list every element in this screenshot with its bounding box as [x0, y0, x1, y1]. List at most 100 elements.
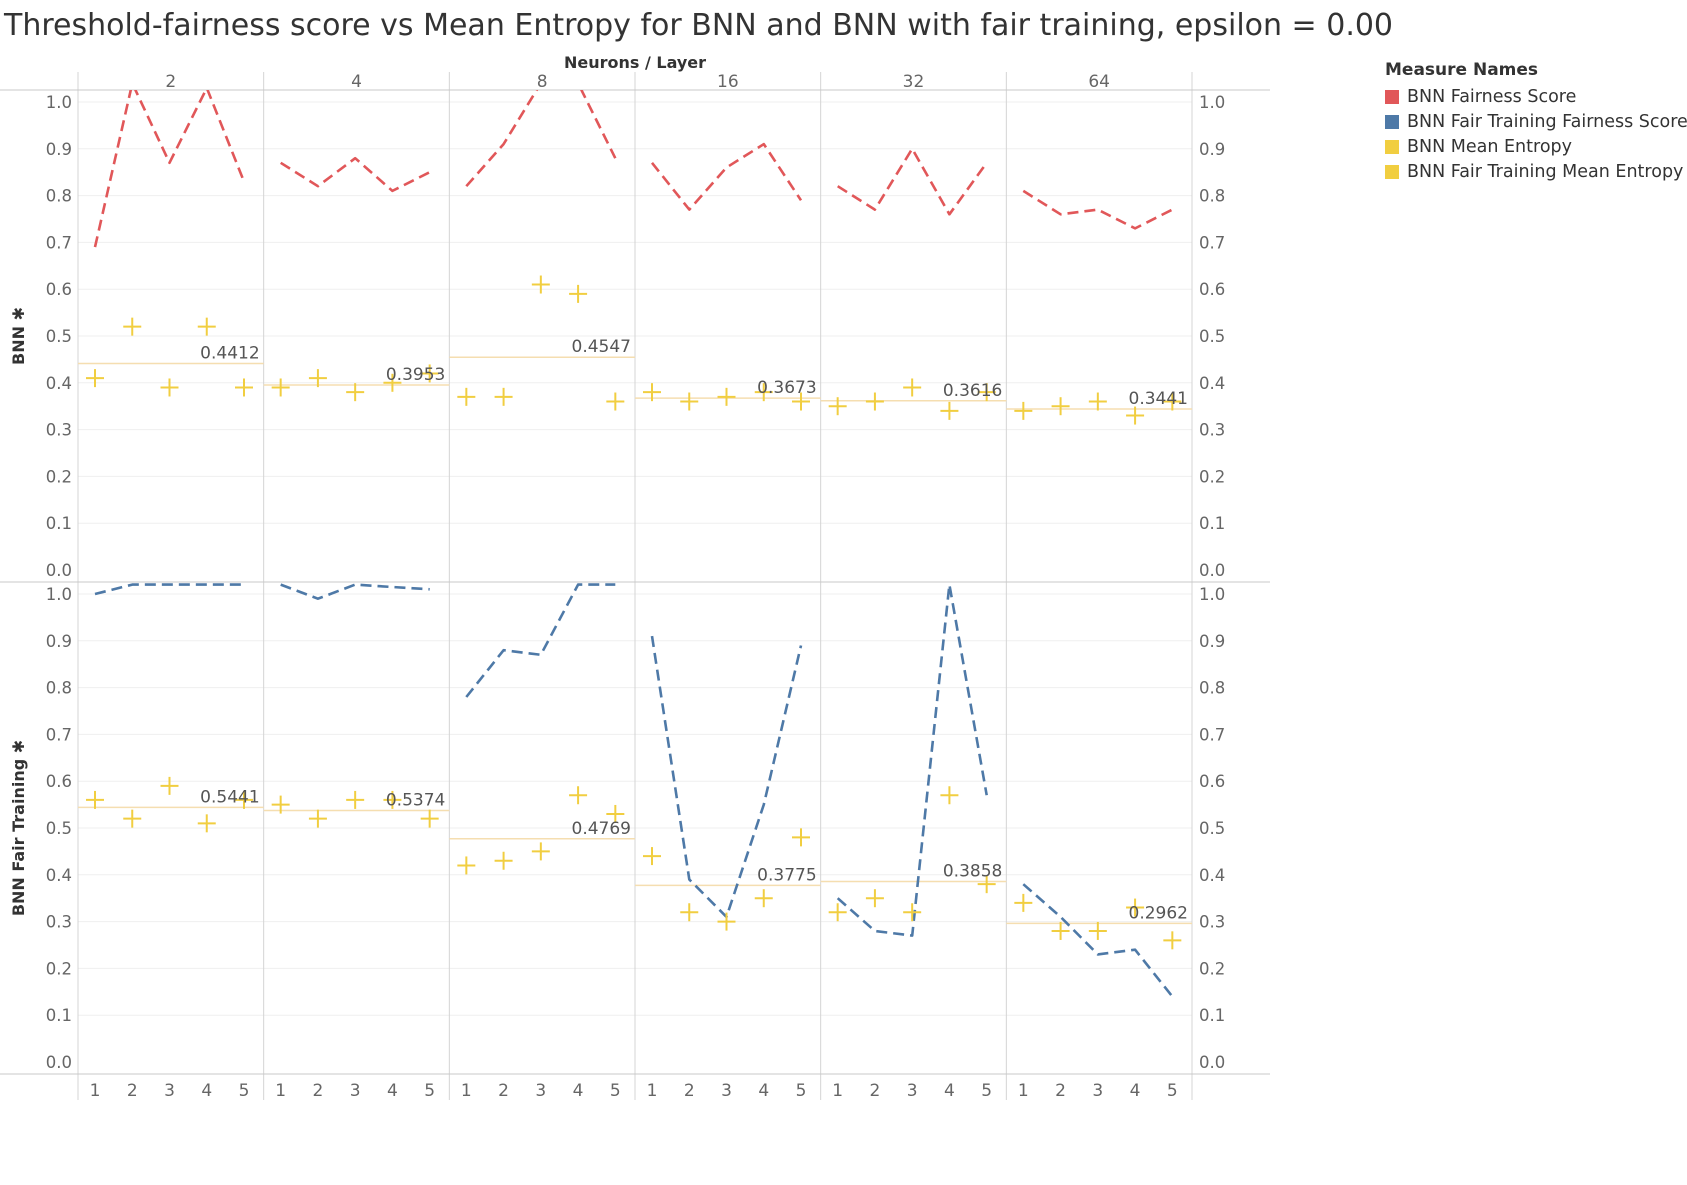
x-tick-label: 5 [981, 1081, 992, 1101]
x-tick-label: 1 [275, 1081, 286, 1101]
x-tick-label: 4 [1130, 1081, 1141, 1101]
x-tick-label: 3 [164, 1081, 175, 1101]
legend-label: BNN Mean Entropy [1407, 136, 1572, 157]
reference-label: 0.3441 [1129, 389, 1188, 409]
y-tick-label: 0.4 [46, 374, 72, 393]
fairness-line [94, 583, 244, 596]
x-tick-label: 3 [1092, 1081, 1103, 1101]
y-tick-label: 0.0 [46, 1053, 72, 1072]
reference-label: 0.5374 [386, 790, 445, 810]
column-header-label: 16 [717, 72, 739, 92]
x-tick-label: 1 [90, 1081, 101, 1101]
fairness-line [1022, 883, 1174, 998]
x-tick-label: 1 [461, 1081, 472, 1101]
y-tick-label-right: 0.7 [1199, 233, 1225, 252]
legend: Measure Names BNN Fairness Score BNN Fai… [1385, 60, 1687, 184]
x-tick-label: 3 [535, 1081, 546, 1101]
x-tick-label: 1 [1018, 1081, 1029, 1101]
y-tick-label-right: 0.8 [1199, 679, 1225, 698]
panel-1-4 [820, 583, 1007, 937]
reference-label: 0.2962 [1129, 903, 1188, 923]
reference-label: 0.4547 [572, 337, 631, 357]
x-tick-label: 4 [573, 1081, 584, 1101]
y-tick-label: 0.5 [46, 819, 72, 838]
x-tick-label: 2 [127, 1081, 138, 1101]
column-header-label: 2 [165, 72, 176, 92]
reference-label: 0.4412 [200, 344, 259, 364]
legend-label: BNN Fair Training Mean Entropy [1407, 161, 1684, 182]
x-tick-label: 5 [1167, 1081, 1178, 1101]
legend-swatch [1385, 164, 1399, 179]
y-tick-label-right: 0.5 [1199, 327, 1225, 346]
legend-item-fair-training-fairness[interactable]: BNN Fair Training Fairness Score [1385, 109, 1687, 134]
x-tick-label: 2 [498, 1081, 509, 1101]
reference-label: 0.4769 [572, 819, 631, 839]
x-tick-label: 4 [758, 1081, 769, 1101]
y-tick-label-right: 0.0 [1199, 1053, 1225, 1072]
y-tick-label: 0.7 [46, 725, 72, 744]
reference-label: 0.3673 [757, 378, 816, 398]
y-tick-label-right: 0.6 [1199, 280, 1225, 299]
x-tick-label: 2 [313, 1081, 324, 1101]
panel-0-4 [820, 147, 1007, 420]
x-tick-label: 1 [647, 1081, 658, 1101]
y-tick-label: 0.5 [46, 327, 72, 346]
fairness-line [93, 90, 246, 248]
panel-0-2 [449, 90, 635, 411]
legend-item-fair-training-entropy[interactable]: BNN Fair Training Mean Entropy [1385, 159, 1687, 184]
legend-swatch [1385, 114, 1399, 129]
reference-label: 0.3953 [386, 365, 445, 385]
y-tick-label-right: 0.1 [1199, 514, 1225, 533]
y-tick-label: 1.0 [46, 93, 72, 112]
y-tick-label-right: 0.4 [1199, 374, 1225, 393]
y-tick-label-right: 0.9 [1199, 140, 1225, 159]
y-tick-label: 0.7 [46, 233, 72, 252]
panel-0-1 [263, 156, 450, 402]
x-tick-label: 4 [944, 1081, 955, 1101]
y-tick-label: 0.8 [46, 187, 72, 206]
fairness-line [465, 583, 616, 698]
panel-1-3 [635, 635, 821, 931]
fairness-line [280, 156, 431, 193]
column-header-label: 8 [537, 72, 548, 92]
y-tick-label: 0.3 [46, 421, 72, 440]
y-tick-label: 0.3 [46, 913, 72, 932]
x-tick-label: 4 [387, 1081, 398, 1101]
legend-item-bnn-entropy[interactable]: BNN Mean Entropy [1385, 134, 1687, 159]
x-tick-label: 5 [796, 1081, 807, 1101]
fairness-line [280, 583, 430, 601]
column-header-title: Neurons / Layer [564, 53, 706, 72]
x-tick-label: 3 [721, 1081, 732, 1101]
x-tick-label: 5 [239, 1081, 250, 1101]
y-tick-label-right: 0.0 [1199, 561, 1225, 580]
x-tick-label: 3 [907, 1081, 918, 1101]
row-header-label: BNN Fair Training ✱ [9, 740, 28, 916]
panel-1-0 [78, 583, 264, 833]
y-tick-label-right: 0.3 [1199, 913, 1225, 932]
column-header-label: 4 [351, 72, 362, 92]
panel-0-0 [78, 90, 264, 397]
y-tick-label-right: 0.7 [1199, 725, 1225, 744]
reference-label: 0.3775 [757, 865, 816, 885]
column-header-label: 64 [1088, 72, 1110, 92]
x-tick-label: 4 [201, 1081, 212, 1101]
panel-1-2 [449, 583, 635, 875]
y-tick-label: 0.1 [46, 1006, 72, 1025]
y-tick-label-right: 0.5 [1199, 819, 1225, 838]
panel-0-3 [635, 142, 821, 411]
y-tick-label: 0.0 [46, 561, 72, 580]
column-header-label: 32 [903, 72, 925, 92]
panel-1-1 [263, 583, 450, 828]
y-tick-label-right: 0.2 [1199, 467, 1225, 486]
y-tick-label: 0.6 [46, 772, 72, 791]
fairness-line [650, 142, 803, 211]
fairness-line [836, 583, 988, 937]
legend-title: Measure Names [1385, 60, 1539, 80]
fairness-line [837, 147, 988, 216]
reference-label: 0.5441 [200, 787, 259, 807]
legend-label: BNN Fair Training Fairness Score [1407, 111, 1687, 132]
legend-swatch [1385, 89, 1399, 104]
legend-item-bnn-fairness[interactable]: BNN Fairness Score [1385, 84, 1687, 109]
x-tick-label: 2 [684, 1081, 695, 1101]
